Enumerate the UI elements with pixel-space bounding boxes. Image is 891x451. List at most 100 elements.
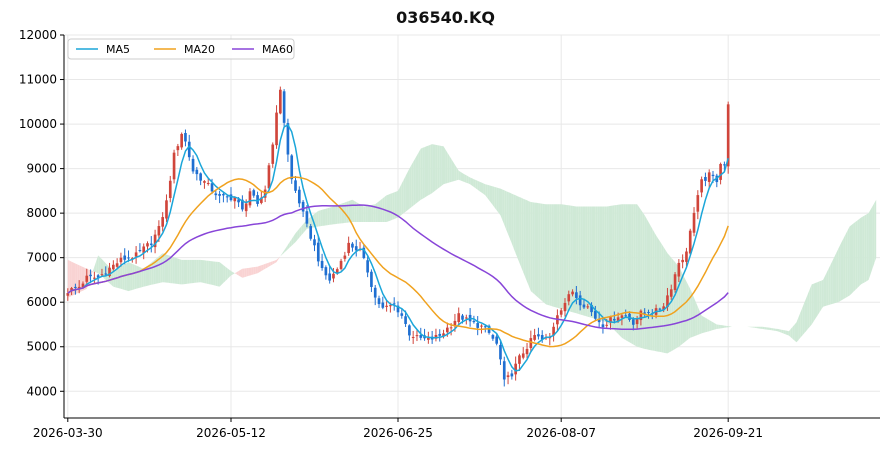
cloud-segment — [138, 266, 140, 289]
candle-down — [502, 361, 506, 380]
cloud-segment — [415, 155, 417, 205]
cloud-segment — [656, 235, 658, 352]
cloud-segment — [540, 203, 543, 302]
candle-down — [366, 260, 369, 273]
cloud-segment — [527, 200, 529, 287]
cloud-segment — [627, 204, 630, 343]
cloud-segment — [119, 266, 121, 289]
candle-down — [294, 180, 297, 191]
cloud-segment — [479, 181, 482, 193]
cloud-segment — [502, 189, 505, 225]
cloud-segment — [496, 187, 499, 213]
cloud-segment — [830, 260, 833, 305]
candle-down — [104, 273, 108, 275]
candle-up — [81, 283, 85, 288]
cloud-segment — [751, 326, 753, 328]
y-tick-label: 5000 — [26, 340, 57, 354]
candle-up — [134, 252, 138, 257]
cloud-segment — [434, 144, 436, 192]
cloud-segment — [384, 195, 387, 222]
cloud-segment — [164, 253, 167, 283]
cloud-segment — [802, 303, 805, 336]
candle-up — [271, 144, 275, 164]
cloud-segment — [369, 205, 372, 222]
candle-down — [491, 335, 495, 339]
cloud-segment — [760, 326, 763, 329]
cloud-segment — [96, 255, 99, 274]
candle-up — [203, 181, 206, 183]
cloud-segment — [800, 308, 803, 338]
candle-down — [575, 292, 578, 298]
cloud-segment — [709, 320, 712, 332]
moving-averages — [67, 123, 729, 372]
cloud-segment — [508, 192, 510, 239]
cloud-segment — [853, 222, 856, 292]
candle-down — [373, 287, 377, 298]
cloud-segment — [420, 147, 423, 200]
cloud-segment — [764, 327, 767, 330]
candle-down — [400, 313, 404, 316]
cloud-segment — [610, 205, 613, 329]
cloud-segment — [265, 263, 268, 269]
candle-up — [457, 313, 461, 323]
cloud-segment — [646, 218, 649, 350]
candle-up — [434, 334, 438, 339]
cloud-segment — [843, 233, 846, 299]
candle-down — [199, 173, 202, 181]
cloud-segment — [787, 330, 789, 336]
ma60-line — [67, 204, 729, 331]
candle-up — [666, 295, 669, 308]
cloud-segment — [713, 322, 715, 330]
cloud-segment — [842, 237, 844, 300]
cloud-segment — [825, 272, 827, 307]
cloud-segment — [629, 204, 632, 344]
candle-up — [260, 197, 263, 203]
cloud-segment — [697, 306, 700, 335]
y-tick-label: 7000 — [26, 251, 57, 265]
candle-up — [662, 306, 665, 310]
candle-down — [540, 335, 544, 340]
cloud-segment — [823, 276, 825, 307]
candle-up — [165, 200, 168, 219]
cloud-segment — [815, 282, 818, 319]
candle-up — [427, 337, 430, 340]
candle-up — [142, 246, 146, 253]
cloud-segment — [796, 317, 799, 343]
cloud-segment — [792, 324, 795, 341]
candle-up — [335, 269, 339, 274]
cloud-segment — [468, 176, 471, 185]
candle-up — [108, 267, 111, 277]
cloud-segment — [781, 329, 784, 334]
candle-up — [688, 230, 692, 254]
candle-down — [370, 271, 373, 287]
cloud-segment — [130, 263, 133, 291]
cloud-segment — [819, 280, 822, 313]
cloud-segment — [428, 144, 431, 196]
cloud-segment — [331, 206, 334, 225]
candle-down — [476, 323, 480, 328]
cloud-segment — [314, 212, 317, 228]
cloud-segment — [246, 268, 249, 277]
cloud-segment — [390, 193, 393, 221]
candle-up — [620, 315, 624, 318]
candle-up — [453, 320, 457, 327]
cloud-segment — [553, 204, 556, 308]
cloud-segment — [193, 259, 195, 284]
cloud-segment — [174, 257, 176, 284]
cloud-segment — [453, 161, 455, 182]
cloud-segment — [316, 210, 319, 227]
cloud-segment — [591, 206, 594, 319]
cloud-segment — [430, 144, 433, 195]
cloud-segment — [170, 255, 173, 284]
cloud-segment — [122, 264, 125, 290]
candle-down — [241, 199, 244, 210]
candle-up — [153, 234, 157, 248]
cloud-segment — [536, 202, 539, 298]
candle-up — [518, 355, 521, 364]
cloud-segment — [631, 204, 634, 345]
cloud-segment — [231, 271, 233, 276]
candle-down — [578, 295, 582, 306]
cloud-segment — [585, 206, 588, 317]
cloud-segment — [821, 279, 824, 310]
